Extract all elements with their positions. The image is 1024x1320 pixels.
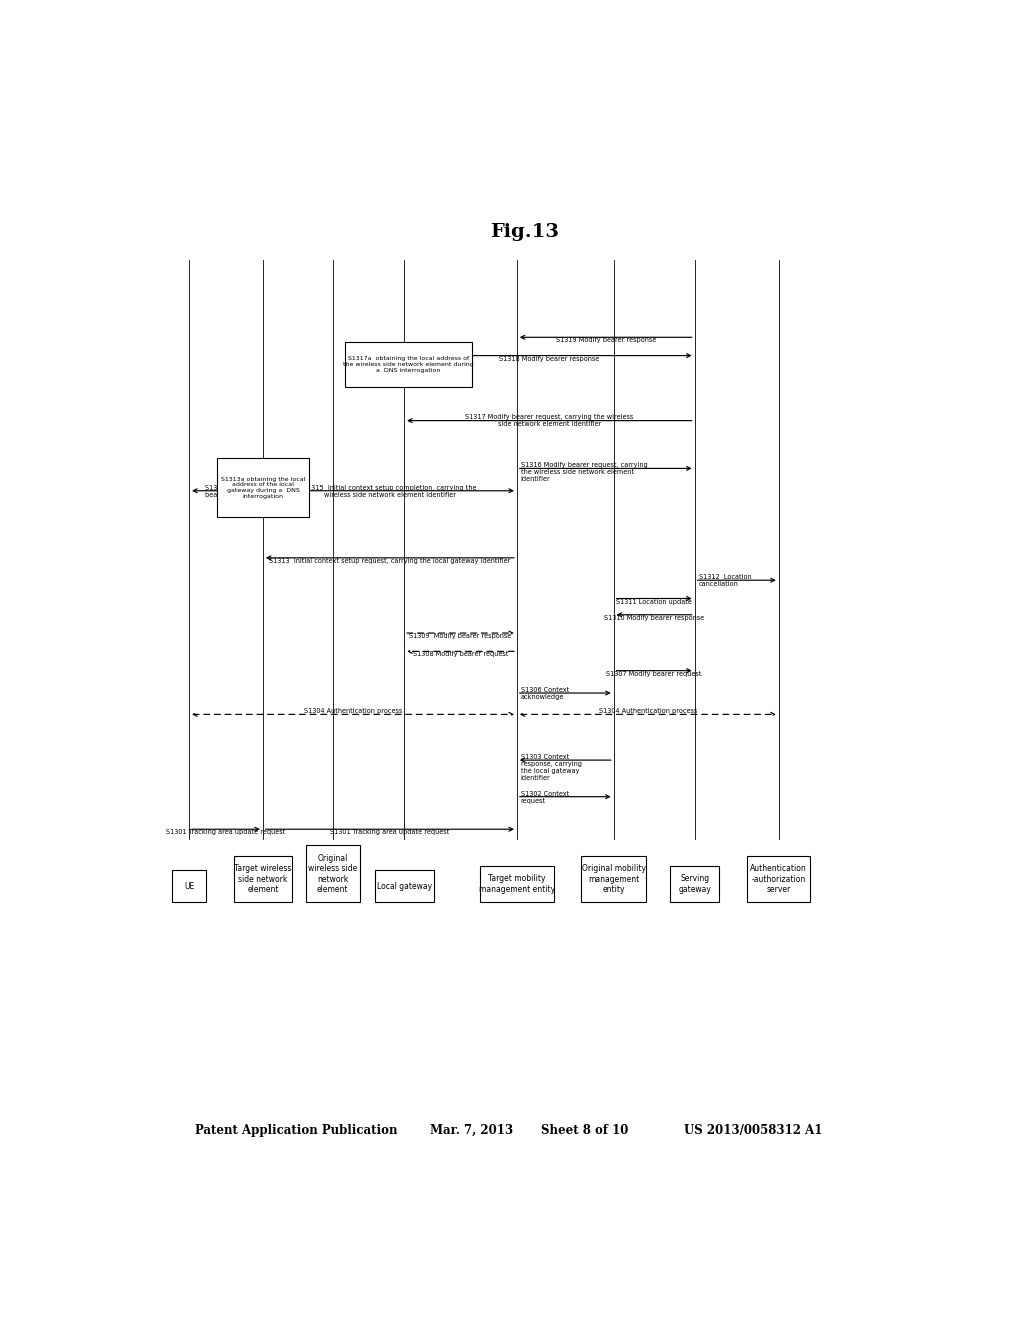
Bar — [217, 458, 308, 517]
Text: S1309  Modify bearer response: S1309 Modify bearer response — [410, 634, 512, 639]
Text: Fig.13: Fig.13 — [490, 223, 559, 240]
Text: Original mobility
management
entity: Original mobility management entity — [582, 865, 646, 894]
Text: S1302 Context
request: S1302 Context request — [521, 791, 569, 804]
Text: S1310 Modify bearer response: S1310 Modify bearer response — [604, 615, 705, 620]
Text: S1312  Location
cancellation: S1312 Location cancellation — [698, 574, 752, 587]
Text: S1311 Location update: S1311 Location update — [616, 598, 692, 605]
Text: Authentication
-authorization
server: Authentication -authorization server — [751, 865, 807, 894]
Bar — [746, 855, 810, 903]
Text: Patent Application Publication: Patent Application Publication — [196, 1123, 398, 1137]
Text: S1301 Tracking area update request: S1301 Tracking area update request — [331, 829, 450, 836]
Text: Original
wireless side
network
element: Original wireless side network element — [308, 854, 357, 894]
Text: US 2013/0058312 A1: US 2013/0058312 A1 — [684, 1123, 822, 1137]
Text: S1318 Modify bearer response: S1318 Modify bearer response — [500, 355, 599, 362]
Text: Serving
gateway: Serving gateway — [678, 874, 711, 894]
Text: Target wireless
side network
element: Target wireless side network element — [234, 865, 292, 894]
Text: S1313  Initial context setup request, carrying the local gateway identifier: S1313 Initial context setup request, car… — [269, 558, 511, 564]
Text: S1315  Initial context setup completion, carrying the
wireless side network elem: S1315 Initial context setup completion, … — [303, 484, 476, 498]
Text: S1306 Context
acknowledge: S1306 Context acknowledge — [521, 686, 569, 700]
Text: S1308 Modify bearer request: S1308 Modify bearer request — [413, 652, 508, 657]
Text: Sheet 8 of 10: Sheet 8 of 10 — [541, 1123, 628, 1137]
Bar — [306, 846, 359, 903]
Bar — [233, 855, 292, 903]
Text: S1301 Tracking area update request: S1301 Tracking area update request — [166, 829, 286, 836]
Text: S1317a  obtaining the local address of
the wireless side network element during
: S1317a obtaining the local address of th… — [343, 356, 473, 374]
Text: Target mobility
management entity: Target mobility management entity — [479, 874, 555, 894]
Bar — [582, 855, 646, 903]
Text: S1316 Modify bearer request, carrying
the wireless side network element
identifi: S1316 Modify bearer request, carrying th… — [521, 462, 647, 482]
Bar — [670, 866, 719, 903]
Bar — [479, 866, 554, 903]
Text: Mar. 7, 2013: Mar. 7, 2013 — [430, 1123, 513, 1137]
Text: S1314 Radio
bearer setup: S1314 Radio bearer setup — [205, 484, 247, 498]
Text: S1319 Modify bearer response: S1319 Modify bearer response — [556, 338, 656, 343]
Bar — [345, 342, 472, 387]
Bar — [172, 870, 206, 903]
Text: S1304 Authentication process: S1304 Authentication process — [599, 709, 697, 714]
Text: S1303 Context
response, carrying
the local gateway
identifier: S1303 Context response, carrying the loc… — [521, 754, 582, 781]
Text: S1304 Authentication process: S1304 Authentication process — [304, 709, 402, 714]
Bar — [375, 870, 433, 903]
Text: UE: UE — [184, 882, 195, 891]
Text: S1307 Modify bearer request: S1307 Modify bearer request — [606, 671, 701, 677]
Text: S1317 Modify bearer request, carrying the wireless
side network element identifi: S1317 Modify bearer request, carrying th… — [465, 413, 634, 426]
Text: Local gateway: Local gateway — [377, 882, 432, 891]
Text: S1313a obtaining the local
address of the local
gateway during a  DNS
interrogat: S1313a obtaining the local address of th… — [221, 477, 305, 499]
